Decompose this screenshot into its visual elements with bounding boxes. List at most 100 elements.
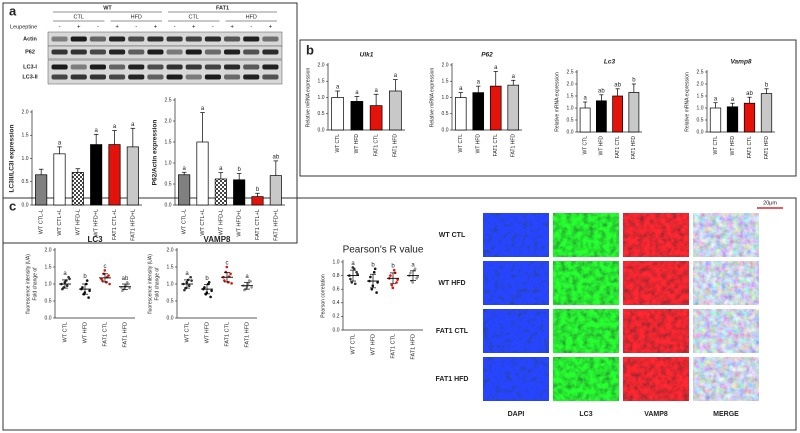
- data-point: [376, 281, 379, 284]
- row-label: WT HFD: [438, 280, 465, 287]
- scale-bar-label: 20μm: [763, 200, 777, 206]
- y-tick-label: 0.0: [697, 129, 704, 135]
- y-tick-label: 1.5: [567, 93, 574, 99]
- data-point: [413, 267, 417, 271]
- data-point: [392, 268, 396, 272]
- data-point: [250, 286, 253, 289]
- data-point: [356, 272, 359, 276]
- data-point: [411, 281, 415, 284]
- bar: [108, 144, 121, 206]
- band: [224, 49, 241, 55]
- y-tick-label: 1.5: [167, 264, 174, 270]
- data-point: [349, 277, 352, 281]
- bar: [628, 92, 640, 133]
- micrograph: [693, 261, 759, 305]
- band: [185, 49, 202, 55]
- y-tick-label: 2.0: [45, 247, 52, 253]
- x-tick-label: WT HFD: [599, 136, 605, 156]
- bar: [726, 106, 739, 133]
- y-tick-label: 0.0: [442, 127, 449, 133]
- band: [147, 64, 164, 70]
- y-axis-label: Relative mRNA expression: [429, 68, 435, 128]
- band: [262, 36, 279, 42]
- micrograph: [483, 309, 549, 353]
- y-tick-label: 0.5: [45, 298, 52, 304]
- significance-letter: c: [104, 264, 107, 270]
- lane-sign: +: [115, 25, 119, 31]
- bar: [489, 85, 502, 131]
- micrograph: [553, 357, 619, 401]
- blot-subgroup: HFD: [246, 14, 257, 20]
- blot-frame: [47, 59, 283, 85]
- data-point: [187, 284, 191, 288]
- y-tick-label: 0.8: [333, 273, 340, 279]
- data-point: [390, 283, 394, 287]
- x-tick-label: WT CTL: [62, 322, 68, 342]
- band: [70, 36, 87, 42]
- chart-title: Vamp8: [730, 59, 751, 66]
- bar: [612, 95, 624, 133]
- y-tick-label: 2.0: [22, 109, 29, 115]
- y-axis-label: P62/Actin expression: [152, 120, 159, 186]
- y-tick-label: 1.0: [697, 105, 704, 111]
- data-point: [247, 279, 251, 282]
- band: [89, 74, 106, 80]
- bar: [269, 175, 282, 206]
- band: [51, 49, 68, 55]
- y-tick-label: 2.5: [567, 69, 574, 75]
- x-tick-label: WT CTL: [582, 136, 588, 155]
- panel-label: c: [9, 198, 16, 213]
- bar: [454, 97, 467, 131]
- bar: [760, 93, 773, 133]
- band: [89, 36, 106, 42]
- data-point: [350, 281, 354, 284]
- micrograph: [623, 213, 689, 257]
- data-point: [223, 279, 226, 282]
- significance-letter: b: [256, 187, 260, 193]
- data-point: [61, 287, 64, 291]
- data-point: [409, 271, 412, 275]
- blot-frame: [47, 45, 283, 60]
- bar: [369, 105, 383, 131]
- y-tick-label: 0.0: [318, 127, 325, 133]
- bar: [709, 107, 722, 133]
- x-tick-label: FAT1 CTL: [102, 322, 108, 347]
- significance-letter: b: [765, 82, 769, 88]
- data-point: [108, 282, 111, 286]
- data-point: [68, 277, 71, 281]
- significance-letter: a: [494, 65, 498, 71]
- chart-title: P62: [481, 52, 493, 59]
- band: [224, 74, 241, 80]
- band: [128, 49, 145, 55]
- data-point: [243, 288, 246, 292]
- y-tick-label: 0.0: [22, 202, 29, 208]
- data-point: [203, 286, 206, 289]
- blot-row-label: LC3-II: [22, 74, 38, 80]
- x-tick-label: WT CTL-L: [182, 209, 188, 234]
- band: [166, 74, 183, 80]
- data-point: [396, 278, 399, 281]
- data-point: [372, 270, 376, 274]
- y-axis-label: Fold change of: [32, 267, 38, 301]
- chart-title: LC3: [87, 235, 103, 244]
- y-tick-label: 1.5: [165, 139, 172, 145]
- micrograph: [623, 357, 689, 401]
- data-point: [246, 282, 250, 286]
- bar: [595, 100, 607, 133]
- band: [262, 74, 279, 80]
- data-point: [81, 286, 84, 289]
- data-point: [355, 270, 358, 274]
- x-tick-label: WT CTL+L: [57, 209, 63, 236]
- y-tick-label: 0.5: [165, 181, 172, 187]
- data-point: [128, 286, 131, 290]
- chart-title: Ulk1: [360, 52, 374, 59]
- lane-sign: -: [212, 25, 214, 31]
- band: [128, 64, 145, 70]
- band: [224, 36, 241, 42]
- x-tick-label: WT CTL: [335, 134, 341, 153]
- y-tick-label: 0.5: [22, 179, 29, 185]
- micrograph: [553, 261, 619, 305]
- y-tick-label: 0.5: [442, 111, 449, 117]
- y-axis-label: Fold change of: [154, 267, 160, 301]
- y-tick-label: 1.5: [697, 93, 704, 99]
